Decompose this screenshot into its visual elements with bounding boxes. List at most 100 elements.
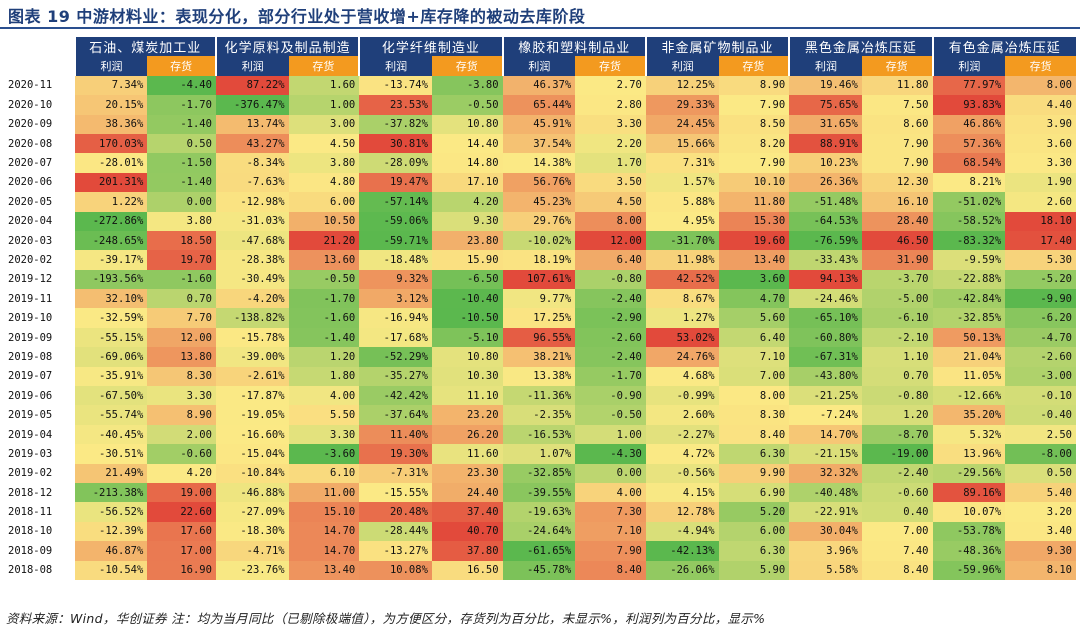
profit-cell: -69.06% [74,347,148,367]
inventory-cell: 11.10 [431,386,503,406]
inventory-cell: 8.50 [718,114,790,134]
profit-cell: 9.32% [359,269,432,290]
profit-cell: -7.24% [789,405,862,425]
profit-cell: -30.51% [74,444,148,464]
inventory-cell: 14.70 [288,521,360,542]
profit-subheader: 利润 [788,56,862,76]
inventory-cell: 1.20 [861,405,933,425]
inventory-cell: 10.80 [431,114,503,134]
inventory-cell: -1.40 [147,172,216,193]
profit-cell: 46.86% [932,114,1006,134]
inventory-cell: 7.00 [861,521,933,542]
profit-cell: 53.02% [645,327,719,348]
table-row: 2019-11 32.10% 0.70 -4.20% -1.70 3.12% -10.40 9… [4,289,1076,309]
inventory-cell: 5.40 [1005,482,1076,503]
inventory-cell: -0.40 [1005,405,1076,425]
inventory-subheader: 存货 [288,56,360,76]
profit-cell: 38.36% [74,114,148,134]
profit-cell: 8.21% [932,172,1006,193]
profit-cell: -26.06% [645,560,719,580]
profit-cell: -12.39% [74,521,148,542]
inventory-cell: 2.00 [147,424,216,445]
source-note: 资料来源：Wind，华创证券 注：均为当月同比（已剔除极端值），为方便区分，存货… [6,611,766,626]
inventory-cell: 8.90 [147,405,216,425]
inventory-cell: 13.40 [718,250,790,270]
inventory-cell: 1.60 [288,75,360,96]
profit-cell: -28.44% [359,521,432,542]
inventory-cell: 18.10 [1005,211,1076,231]
inventory-cell: 2.60 [1005,192,1076,212]
inventory-cell: -1.60 [288,308,360,328]
inventory-cell: 14.70 [288,541,360,561]
inventory-cell: -3.00 [1005,366,1076,387]
table-row: 2020-09 38.36% -1.40 13.74% 3.00 -37.82% 10.80… [4,114,1076,134]
profit-cell: -21.15% [789,444,862,464]
inventory-cell: 11.80 [861,75,933,96]
inventory-cell: 3.80 [288,153,360,173]
row-date: 2020-07 [8,157,53,170]
inventory-cell: 1.70 [575,153,646,173]
inventory-cell: 7.90 [575,541,646,561]
profit-cell: 4.72% [645,444,719,464]
profit-cell: 13.96% [932,444,1006,464]
inventory-cell: 11.80 [718,192,790,212]
inventory-cell: 15.30 [718,211,790,231]
inventory-cell: -5.10 [431,327,503,348]
profit-cell: 19.46% [789,75,862,96]
row-date: 2019-11 [8,292,53,305]
profit-cell: 4.15% [645,482,719,503]
inventory-cell: 7.50 [861,95,933,115]
table-row: 2019-12 -193.56% -1.60 -30.49% -0.50 9.32% -6.… [4,269,1076,290]
profit-cell: 26.36% [789,172,862,193]
profit-cell: 46.87% [74,541,148,561]
inventory-cell: 0.50 [1005,463,1076,483]
inventory-cell: 24.40 [431,482,503,503]
profit-cell: -40.48% [789,482,862,503]
inventory-cell: -6.20 [1005,308,1076,328]
inventory-cell: -0.60 [861,482,933,503]
profit-cell: 15.66% [645,133,719,154]
inventory-cell: 13.40 [288,560,360,580]
inventory-cell: 13.60 [288,250,360,270]
inventory-cell: 19.60 [718,230,790,251]
profit-cell: -16.60% [215,424,289,445]
table-row: 2019-03 -30.51% -0.60 -15.04% -3.60 19.30% 11.… [4,444,1076,464]
profit-cell: 19.47% [359,172,432,193]
inventory-cell: 4.50 [288,133,360,154]
profit-cell: 18.19% [502,250,576,270]
inventory-cell: 12.00 [147,327,216,348]
profit-cell: -42.84% [932,289,1006,309]
inventory-cell: 8.10 [1005,560,1076,580]
profit-cell: -43.80% [789,366,862,387]
table-row: 2019-02 21.49% 4.20 -10.84% 6.10 -7.31% 23.30-… [4,463,1076,483]
profit-cell: -47.68% [215,230,289,251]
inventory-cell: 4.50 [575,192,646,212]
inventory-cell: 8.60 [861,114,933,134]
profit-cell: 201.31% [74,172,148,193]
inventory-cell: 6.00 [288,192,360,212]
inventory-cell: -9.90 [1005,289,1076,309]
inventory-cell: -8.70 [861,424,933,445]
inventory-cell: 6.30 [718,444,790,464]
row-date: 2018-11 [8,506,53,519]
profit-cell: 45.23% [502,192,576,212]
profit-cell: -31.70% [645,230,719,251]
profit-cell: -16.94% [359,308,432,328]
profit-cell: -0.99% [645,386,719,406]
inventory-cell: 8.30 [147,366,216,387]
inventory-subheader: 存货 [431,56,503,76]
profit-cell: -4.71% [215,541,289,561]
inventory-cell: 0.70 [861,366,933,387]
table-row: 2020-10 20.15% -1.70 -376.47% 1.00 23.53% -0.5… [4,95,1076,115]
inventory-cell: 17.40 [1005,230,1076,251]
profit-cell: -37.64% [359,405,432,425]
inventory-cell: 4.80 [288,172,360,193]
profit-cell: 31.65% [789,114,862,134]
profit-cell: -59.96% [932,560,1006,580]
inventory-cell: 14.40 [431,133,503,154]
profit-cell: 38.21% [502,347,576,367]
inventory-cell: 8.40 [718,424,790,445]
table-row: 2019-06 -67.50% 3.30 -17.87% 4.00 -42.42% 11.1… [4,386,1076,406]
inventory-cell: 6.00 [718,521,790,542]
inventory-cell: -3.70 [861,269,933,290]
